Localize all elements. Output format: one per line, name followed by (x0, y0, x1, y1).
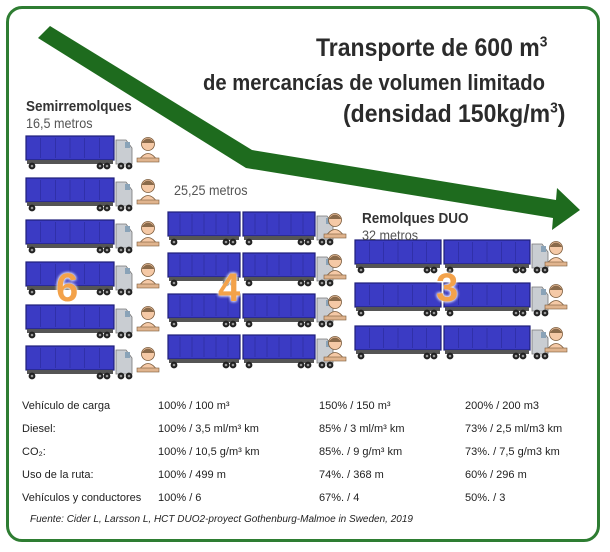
value-duo: 50%. / 3 (465, 492, 506, 504)
table-row: Uso de la ruta: 100% / 499 m 74%. / 368 … (22, 469, 592, 489)
value-25m: 74%. / 368 m (319, 469, 384, 481)
value-semirremolques: 100% / 6 (158, 492, 202, 504)
truck-icon (354, 239, 549, 274)
table-row: CO₂: 100% / 10,5 g/m³ km 85%. / 9 g/m³ k… (22, 446, 592, 466)
driver-icon (136, 179, 160, 205)
truck-icon (354, 282, 549, 317)
value-25m: 85% / 3 ml/m³ km (319, 423, 405, 435)
value-duo: 200% / 200 m3 (465, 400, 539, 412)
value-25m: 85%. / 9 g/m³ km (319, 446, 403, 458)
truck-icon (25, 219, 133, 254)
truck-icon (167, 252, 334, 287)
source-citation: Fuente: Cider L, Larsson L, HCT DUO2-pro… (30, 514, 413, 525)
count-25m: 4 (218, 266, 241, 310)
group-label-semirremolques: Semirremolques 16,5 metros (26, 98, 144, 131)
row-label: Vehículo de carga (22, 400, 111, 412)
value-semirremolques: 100% / 10,5 g/m³ km (158, 446, 260, 458)
count-duo: 3 (436, 266, 459, 310)
trend-down-arrow-icon (38, 26, 580, 230)
row-label: Diesel: (22, 423, 56, 435)
value-25m: 150% / 150 m³ (319, 400, 391, 412)
truck-icon (25, 261, 133, 296)
value-semirremolques: 100% / 100 m³ (158, 400, 230, 412)
count-semirremolques: 6 (56, 266, 79, 310)
driver-icon (323, 336, 347, 362)
row-label: Uso de la ruta: (22, 469, 94, 481)
value-semirremolques: 100% / 3,5 ml/m³ km (158, 423, 259, 435)
row-label: CO₂: (22, 446, 46, 458)
value-duo: 60% / 296 m (465, 469, 527, 481)
driver-icon (544, 284, 568, 310)
truck-icon (25, 177, 133, 212)
group-length: 32 metros (362, 227, 419, 243)
driver-icon (136, 137, 160, 163)
group-name: Semirremolques (26, 98, 132, 115)
driver-icon (323, 295, 347, 321)
group-length: 25,25 metros (174, 182, 248, 198)
table-row: Diesel: 100% / 3,5 ml/m³ km 85% / 3 ml/m… (22, 423, 592, 443)
driver-icon (323, 254, 347, 280)
value-duo: 73%. / 7,5 g/m3 km (465, 446, 560, 458)
title-line-1: Transporte de 600 m3 (316, 33, 548, 62)
truck-icon (25, 345, 133, 380)
title-line-2: de mercancías de volumen limitado (203, 70, 545, 95)
table-row: Vehículos y conductores 100% / 6 67%. / … (22, 492, 592, 512)
value-25m: 67%. / 4 (319, 492, 360, 504)
value-semirremolques: 100% / 499 m (158, 469, 226, 481)
driver-icon (136, 347, 160, 373)
truck-layer (25, 135, 568, 380)
title-line-3: (densidad 150kg/m3) (343, 99, 566, 128)
table-row: Vehículo de carga 100% / 100 m³ 150% / 1… (22, 400, 592, 420)
driver-icon (544, 327, 568, 353)
driver-icon (136, 263, 160, 289)
driver-icon (136, 221, 160, 247)
group-name: Remolques DUO (362, 210, 469, 227)
group-label-duo: Remolques DUO 32 metros (362, 210, 480, 243)
row-label: Vehículos y conductores (22, 492, 142, 504)
group-label-25m: 25,25 metros (174, 182, 256, 198)
value-duo: 73% / 2,5 ml/m3 km (465, 423, 563, 435)
truck-icon (167, 334, 334, 369)
truck-icon (25, 135, 133, 170)
truck-icon (354, 325, 549, 360)
driver-icon (323, 213, 347, 239)
truck-icon (167, 211, 334, 246)
driver-icon (544, 241, 568, 267)
truck-icon (25, 304, 133, 339)
truck-icon (167, 293, 334, 328)
driver-icon (136, 306, 160, 332)
group-length: 16,5 metros (26, 115, 93, 131)
